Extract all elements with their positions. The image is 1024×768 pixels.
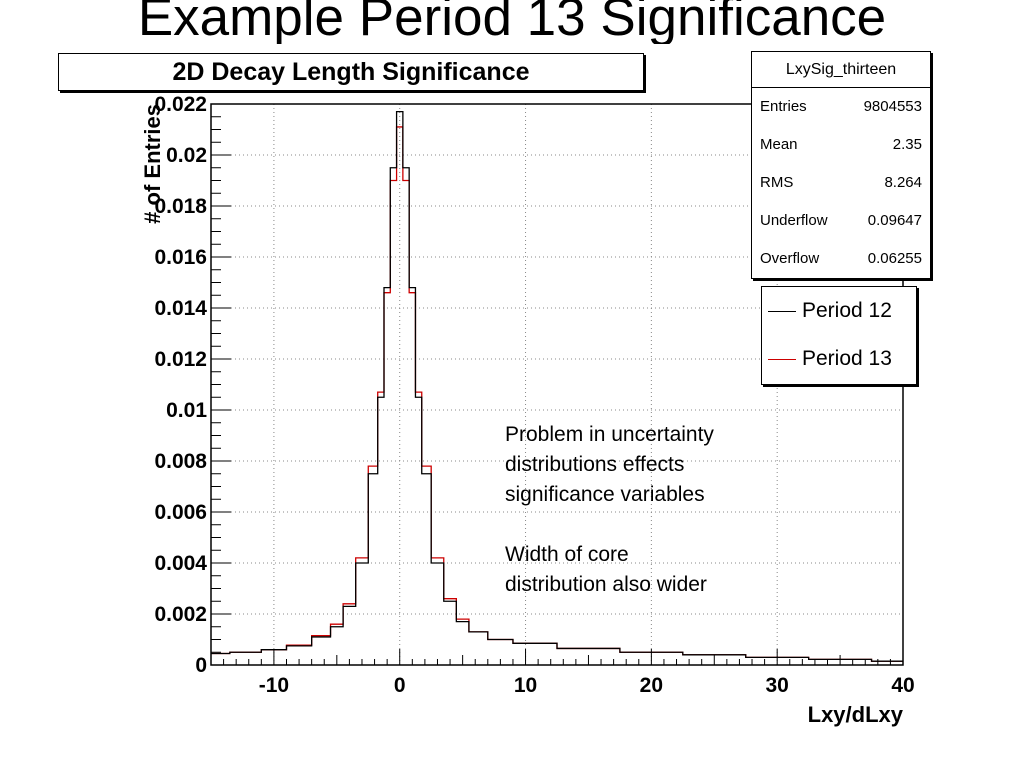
y-axis-title: # of Entries xyxy=(140,104,165,224)
stats-value: 0.09647 xyxy=(867,212,922,229)
stats-value: 0.06255 xyxy=(867,250,922,267)
stats-value: 2.35 xyxy=(892,136,922,153)
x-tick-label: 40 xyxy=(891,674,914,697)
stats-histogram-name: LxySig_thirteen xyxy=(752,52,930,88)
stats-label: Entries xyxy=(760,98,807,115)
legend-swatch xyxy=(768,358,796,360)
y-tick-label: 0.004 xyxy=(154,552,207,575)
stats-label: Overflow xyxy=(760,250,820,267)
annotation-line xyxy=(505,510,714,540)
stats-value: 9804553 xyxy=(863,98,922,115)
legend-entry-period-12: Period 12 xyxy=(762,287,916,335)
ticks: -10 0 10 20 30 40 0 0.002 0.004 0.006 0.008 0.01 0.0… xyxy=(154,93,914,697)
annotation-line: significance variables xyxy=(505,483,705,506)
annotation-line: distribution also wider xyxy=(505,573,707,596)
annotation-line: Width of core xyxy=(505,543,629,566)
y-tick-label: 0.008 xyxy=(154,450,207,473)
x-tick-label: -10 xyxy=(259,674,289,697)
stats-row-mean: Mean 2.35 xyxy=(752,126,930,164)
y-tick-label: 0 xyxy=(195,654,207,677)
y-tick-label: 0.018 xyxy=(154,195,207,218)
stats-row-entries: Entries 9804553 xyxy=(752,88,930,126)
stats-label: RMS xyxy=(760,174,794,191)
x-tick-label: 10 xyxy=(514,674,537,697)
series-layer xyxy=(211,111,903,662)
x-tick-label: 20 xyxy=(640,674,663,697)
y-tick-label: 0.022 xyxy=(154,93,207,116)
stats-label: Underflow xyxy=(760,212,828,229)
y-tick-label: 0.014 xyxy=(154,297,207,320)
stats-row-overflow: Overflow 0.06255 xyxy=(752,240,930,278)
x-axis-title: Lxy/dLxy xyxy=(808,702,904,727)
legend-entry-period-13: Period 13 xyxy=(762,335,916,383)
stats-box: LxySig_thirteen Entries 9804553 Mean 2.3… xyxy=(751,51,931,279)
y-tick-label: 0.012 xyxy=(154,348,207,371)
x-tick-label: 0 xyxy=(394,674,406,697)
annotation-text: Problem in uncertainty distributions eff… xyxy=(505,420,714,600)
slide-title: Example Period 13 Significance xyxy=(137,0,887,44)
legend-swatch xyxy=(768,310,796,312)
x-tick-label: 30 xyxy=(766,674,789,697)
y-tick-label: 0.01 xyxy=(166,399,207,422)
y-tick-label: 0.016 xyxy=(154,246,207,269)
annotation-line: Problem in uncertainty xyxy=(505,423,714,446)
legend-label: Period 12 xyxy=(802,299,892,322)
plot-title: 2D Decay Length Significance xyxy=(58,53,644,91)
stats-label: Mean xyxy=(760,136,798,153)
y-tick-label: 0.02 xyxy=(166,144,207,167)
series-line-period-12 xyxy=(211,111,903,662)
stats-row-underflow: Underflow 0.09647 xyxy=(752,202,930,240)
legend: Period 12 Period 13 xyxy=(761,286,917,385)
stats-row-rms: RMS 8.264 xyxy=(752,164,930,202)
stats-value: 8.264 xyxy=(884,174,922,191)
y-tick-label: 0.002 xyxy=(154,603,207,626)
legend-label: Period 13 xyxy=(802,347,892,370)
y-tick-label: 0.006 xyxy=(154,501,207,524)
annotation-line: distributions effects xyxy=(505,453,685,476)
